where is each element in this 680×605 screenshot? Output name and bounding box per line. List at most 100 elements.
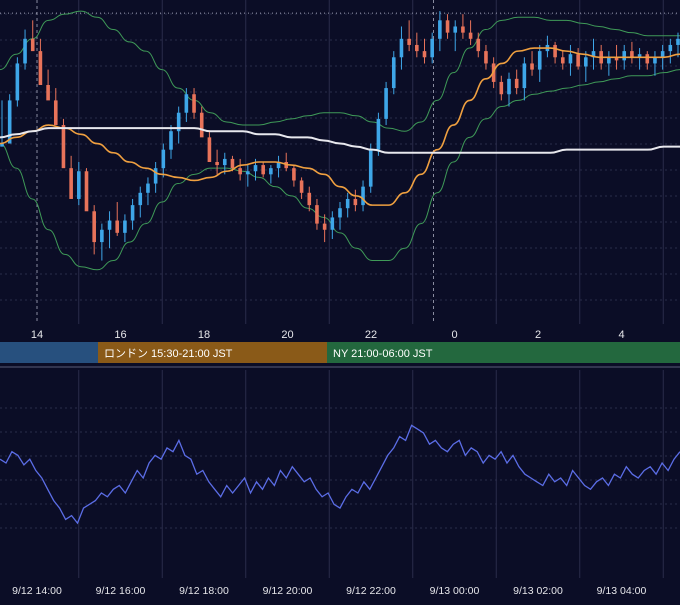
candle[interactable]	[453, 20, 458, 52]
candle[interactable]	[230, 155, 235, 172]
price-x-tick-label: 4	[618, 329, 624, 341]
candle-body	[107, 220, 112, 230]
candle[interactable]	[61, 118, 66, 169]
candle[interactable]	[77, 162, 81, 206]
candle[interactable]	[38, 38, 43, 85]
candle[interactable]	[438, 11, 442, 52]
price-x-tick-label: 14	[31, 329, 43, 341]
candle-body	[361, 186, 365, 206]
candle-body	[77, 171, 81, 199]
moving-average-short-line	[0, 47, 680, 206]
candle[interactable]	[246, 165, 250, 187]
candle[interactable]	[269, 165, 273, 184]
candle[interactable]	[153, 162, 158, 193]
oscillator-line	[0, 424, 680, 525]
candle[interactable]	[192, 88, 196, 119]
candle[interactable]	[292, 165, 296, 187]
candle[interactable]	[468, 20, 473, 45]
candle[interactable]	[514, 69, 519, 95]
candle[interactable]	[215, 149, 219, 175]
candle[interactable]	[15, 57, 20, 107]
candle[interactable]	[207, 131, 212, 162]
candle[interactable]	[46, 69, 50, 101]
candle[interactable]	[315, 198, 319, 230]
candle[interactable]	[330, 211, 335, 239]
candle[interactable]	[338, 202, 342, 230]
candle[interactable]	[322, 214, 327, 243]
candle[interactable]	[560, 51, 565, 70]
candle[interactable]	[537, 44, 542, 82]
candle[interactable]	[607, 51, 611, 76]
candle[interactable]	[499, 75, 504, 101]
candle[interactable]	[568, 44, 573, 76]
candle[interactable]	[184, 88, 189, 122]
oscillator-x-axis: 9/12 14:00 9/12 16:00 9/12 18:00 9/12 20:00…	[12, 585, 646, 597]
candle[interactable]	[530, 51, 534, 76]
candle[interactable]	[0, 100, 4, 147]
candle[interactable]	[591, 38, 596, 70]
candle[interactable]	[391, 51, 396, 95]
candle[interactable]	[107, 211, 112, 249]
candle[interactable]	[630, 41, 634, 64]
candle[interactable]	[92, 205, 96, 255]
oscillator-panel	[0, 424, 680, 525]
candle[interactable]	[161, 143, 166, 178]
candle[interactable]	[637, 48, 642, 70]
oscillator-grid	[0, 370, 680, 578]
candle[interactable]	[130, 198, 135, 230]
candle[interactable]	[7, 94, 12, 144]
candle-body	[453, 26, 458, 33]
candle[interactable]	[553, 41, 557, 64]
candle-body	[184, 94, 189, 113]
candle[interactable]	[299, 177, 304, 199]
candle-body	[622, 51, 627, 61]
candle[interactable]	[368, 143, 373, 193]
candle-body	[192, 94, 196, 113]
candle[interactable]	[176, 106, 181, 144]
candle[interactable]	[276, 155, 281, 178]
candle[interactable]	[384, 81, 388, 126]
candle[interactable]	[376, 112, 381, 156]
candle[interactable]	[576, 48, 580, 70]
candle[interactable]	[484, 44, 488, 70]
candle[interactable]	[415, 32, 419, 58]
candle-body	[614, 57, 619, 61]
candle[interactable]	[676, 32, 680, 58]
candle[interactable]	[399, 26, 404, 70]
candle[interactable]	[407, 20, 411, 52]
candle[interactable]	[430, 32, 434, 64]
candle[interactable]	[361, 180, 365, 212]
candle-body	[476, 38, 481, 52]
candle[interactable]	[261, 162, 265, 178]
candle[interactable]	[138, 186, 143, 218]
candle[interactable]	[146, 177, 150, 206]
candle[interactable]	[169, 125, 173, 159]
candle[interactable]	[238, 158, 242, 181]
candle[interactable]	[115, 202, 120, 236]
candle[interactable]	[422, 38, 427, 64]
candle[interactable]	[84, 168, 89, 212]
candle[interactable]	[100, 223, 104, 261]
candle[interactable]	[307, 186, 312, 212]
candle[interactable]	[461, 14, 465, 39]
candle[interactable]	[345, 192, 350, 218]
candle-body	[522, 63, 527, 89]
candle[interactable]	[476, 32, 481, 58]
candle[interactable]	[507, 72, 511, 107]
candle[interactable]	[53, 88, 58, 126]
candle[interactable]	[123, 214, 127, 243]
candle[interactable]	[445, 14, 450, 39]
candle[interactable]	[668, 38, 673, 64]
candle[interactable]	[353, 189, 358, 212]
candle[interactable]	[30, 20, 35, 52]
candle[interactable]	[653, 51, 657, 76]
candle[interactable]	[23, 29, 27, 70]
moving-averages	[0, 47, 680, 206]
candle[interactable]	[584, 51, 588, 82]
candle[interactable]	[522, 57, 527, 101]
candle[interactable]	[199, 106, 204, 138]
candle[interactable]	[645, 51, 650, 70]
candle[interactable]	[69, 155, 73, 199]
